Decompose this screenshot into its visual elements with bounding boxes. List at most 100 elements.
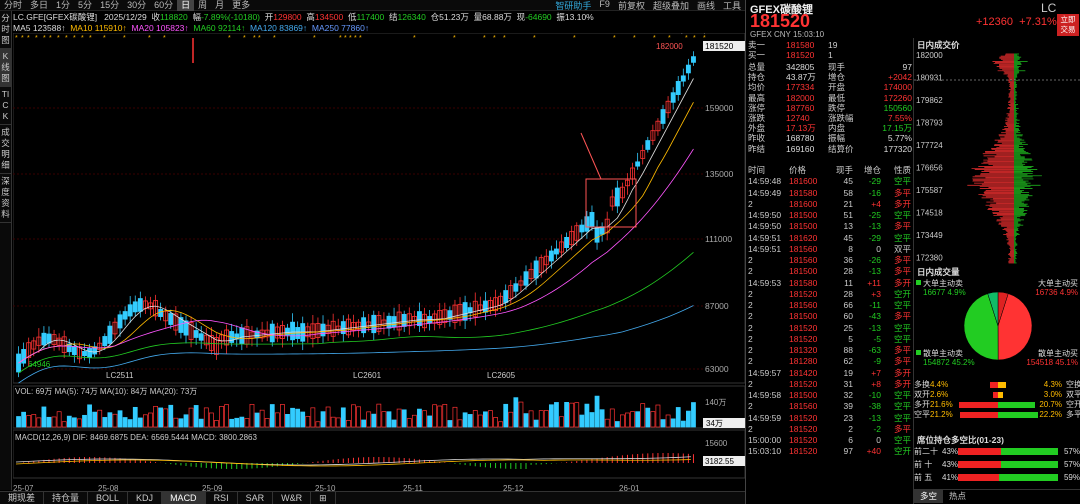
dea-line (15, 459, 691, 467)
tool-button[interactable]: 超级叠加 (652, 0, 689, 11)
trade-row[interactable]: 2 181520 2 -2 多平 (748, 423, 911, 434)
indicator-tab[interactable]: BOLL (88, 492, 129, 504)
trade-row[interactable]: 14:59:51 181560 8 0 双平 (748, 243, 911, 254)
trade-row[interactable]: 2 181320 88 -63 多平 (748, 345, 911, 355)
tool-button[interactable]: 工具 (722, 0, 741, 11)
period-tab[interactable]: 15分 (100, 0, 120, 10)
signal-star: * (313, 35, 316, 42)
trade-row[interactable]: 14:59:50 181500 51 -25 空平 (748, 210, 911, 220)
candle (168, 313, 174, 325)
candle (564, 236, 570, 249)
period-tab[interactable]: 周 (198, 0, 208, 10)
period-tab[interactable]: 日 (177, 0, 195, 11)
candle (472, 300, 478, 318)
trade-row[interactable]: 2 181520 31 +8 多开 (748, 378, 911, 389)
trade-row[interactable]: 14:59:51 181620 45 -29 空平 (748, 232, 911, 243)
signal-star: * (163, 35, 166, 42)
trade-row[interactable]: 15:03:10 181520 97 +40 空开 (748, 446, 911, 457)
trade-row[interactable]: 2 181500 28 -13 多平 (748, 266, 911, 277)
trade-row[interactable]: 15:00:00 181520 6 0 空平 (748, 435, 911, 445)
kline-chart[interactable]: 159000 135000 111000 87000 63000 181520 182000… (13, 33, 745, 493)
candle (71, 346, 77, 356)
trade-row[interactable]: 14:59:58 181500 32 -10 空平 (748, 390, 911, 400)
candle (528, 268, 534, 280)
panel-tab[interactable]: 热点 (949, 491, 967, 501)
trade-row[interactable]: 2 181500 60 -43 多平 (748, 311, 911, 322)
candle (589, 212, 595, 227)
tool-button[interactable]: 画线 (696, 0, 715, 11)
candle (153, 300, 158, 317)
signal-star: * (243, 35, 246, 42)
trade-row[interactable]: 14:59:48 181600 45 -29 空平 (748, 176, 911, 187)
indicator-tab[interactable]: RSI (206, 492, 238, 504)
trade-row[interactable]: 14:59:53 181580 11 +11 多开 (748, 277, 911, 288)
period-tab[interactable]: 5分 (78, 0, 93, 10)
flow-label: 散单主动买 (1038, 348, 1078, 358)
panel-tab[interactable]: 多空 (914, 490, 944, 503)
volume-bar (599, 409, 605, 428)
trade-row[interactable]: 14:59:59 181520 23 -13 空平 (748, 412, 911, 423)
tool-button[interactable]: F9 (599, 0, 610, 9)
trade-list[interactable]: 时间 价格 现手 增仓 性质 14:59:48 181600 45 -29 空平 14:59:49 1… (748, 165, 913, 458)
volume-bar (188, 407, 194, 428)
trade-row[interactable]: 2 181520 5 -5 空平 (748, 333, 911, 344)
trade-row[interactable]: 2 181520 25 -13 空平 (748, 322, 911, 333)
pie-slice (987, 291, 999, 327)
trade-row[interactable]: 2 181560 66 -11 空平 (748, 300, 911, 310)
side-tab[interactable]: 深度资料 (0, 174, 11, 223)
tool-button[interactable]: 前复权 (617, 0, 645, 11)
macd-tick: 3182.55 (705, 457, 734, 466)
indicator-tab[interactable]: MACD (162, 492, 206, 504)
tool-button[interactable]: 智研助手 (555, 0, 592, 11)
side-tab[interactable]: TICK (0, 87, 11, 125)
indicator-tab[interactable]: KDJ (128, 492, 163, 504)
candle (325, 324, 331, 334)
period-tab[interactable]: 更多 (232, 0, 251, 10)
period-tab[interactable]: 60分 (154, 0, 174, 10)
quote-row: 涨停 187760 跌停 150560 (748, 102, 912, 113)
indicator-tab[interactable]: W&R (273, 492, 312, 504)
candle (122, 311, 128, 320)
volume-bar (477, 414, 483, 428)
profile-price: 175587 (916, 186, 943, 195)
volume-bar (559, 416, 564, 428)
volume-bar (483, 411, 488, 428)
change-value: -7.89%(-10180) (200, 12, 261, 22)
trade-row[interactable]: 14:59:49 181580 58 -16 多平 (748, 187, 911, 198)
period-tab[interactable]: 月 (215, 0, 225, 10)
volume-bar (406, 418, 412, 428)
period-tab[interactable]: 30分 (127, 0, 147, 10)
period-tab[interactable]: 多日 (30, 0, 49, 10)
price-volume-profile: 182000 180931 179862 178793 177724 176656 1755… (914, 50, 1080, 264)
signal-star: * (354, 35, 357, 42)
trade-now-button[interactable]: 立即交易 (1057, 14, 1079, 36)
quote-row: 昨结 169160 结算价 177320 (748, 143, 912, 154)
indicator-tab[interactable]: SAR (238, 492, 274, 504)
price-tag-bg (703, 41, 745, 51)
indicator-tab[interactable]: 持仓量 (44, 492, 89, 504)
trade-row[interactable]: 2 181560 36 -26 多平 (748, 255, 911, 265)
trade-row[interactable]: 2 181280 62 -9 多平 (748, 356, 911, 367)
trade-row[interactable]: 2 181520 28 +3 空开 (748, 288, 911, 299)
pos-bar-long (958, 448, 1001, 455)
signal-star: * (81, 35, 84, 42)
candle (21, 349, 27, 364)
trade-row[interactable]: 2 181600 21 +4 多开 (748, 198, 911, 209)
signal-star: * (349, 35, 352, 42)
signal-star: * (258, 35, 261, 42)
trade-row[interactable]: 2 181560 39 -38 空平 (748, 401, 911, 412)
add-indicator-button[interactable]: ⊞ (311, 492, 336, 504)
profile-price: 180931 (916, 74, 943, 83)
side-tab[interactable]: 分时图 (0, 11, 11, 49)
side-tab[interactable]: K线图 (0, 49, 11, 87)
volume-bar (143, 414, 148, 428)
indicator-tab[interactable]: 期现差 (0, 492, 45, 504)
candle (340, 321, 346, 335)
trade-row[interactable]: 14:59:57 181420 19 +7 多开 (748, 367, 911, 378)
period-tab[interactable]: 分时 (4, 0, 23, 10)
period-tab[interactable]: 1分 (56, 0, 71, 10)
side-tab[interactable]: 成交明细 (0, 125, 11, 174)
candle (163, 310, 169, 322)
trade-row[interactable]: 14:59:50 181500 13 -13 多平 (748, 221, 911, 232)
candle (442, 309, 448, 324)
